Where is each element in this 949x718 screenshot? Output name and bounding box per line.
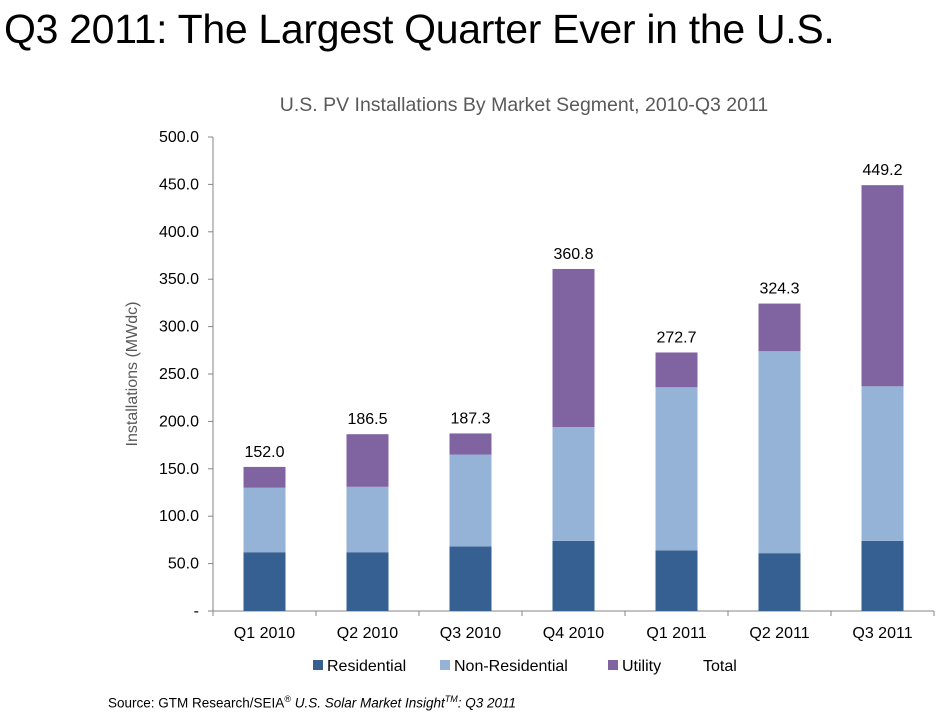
x-tick-label: Q4 2010 (543, 625, 604, 642)
legend-label: Total (703, 658, 737, 675)
x-tick-label: Q2 2010 (337, 625, 398, 642)
bar-non-residential (655, 387, 698, 551)
legend-label: Residential (327, 658, 406, 675)
bar-non-residential (758, 351, 801, 554)
total-data-label: 360.8 (553, 246, 593, 263)
source-note: Source: GTM Research/SEIA® U.S. Solar Ma… (108, 694, 516, 711)
legend-label: Non-Residential (454, 658, 568, 675)
bar-residential (758, 553, 801, 611)
x-tick-label: Q1 2010 (234, 625, 295, 642)
stacked-bar-chart: U.S. PV Installations By Market Segment,… (124, 94, 935, 675)
bar-non-residential (346, 486, 389, 553)
y-tick-label: 350.0 (159, 271, 199, 288)
bar-residential (243, 552, 286, 611)
bar-utility (243, 466, 286, 488)
y-tick-label: - (194, 603, 199, 620)
y-tick-label: 300.0 (159, 319, 199, 336)
bar-utility (861, 185, 904, 387)
x-tick-label: Q3 2010 (440, 625, 501, 642)
legend-swatch (440, 660, 450, 670)
bar-utility (552, 268, 595, 428)
y-tick-label: 50.0 (168, 556, 199, 573)
y-tick-label: 100.0 (159, 508, 199, 525)
bar-residential (655, 550, 698, 611)
y-axis-label: Installations (MWdc) (124, 302, 141, 447)
legend-swatch (608, 660, 618, 670)
total-data-label: 187.3 (450, 410, 490, 427)
bar-non-residential (552, 427, 595, 541)
y-tick-label: 500.0 (159, 129, 199, 146)
bar-utility (346, 434, 389, 487)
bar-residential (346, 552, 389, 611)
trademark-mark: TM (444, 694, 458, 704)
bar-residential (552, 540, 595, 611)
source-publication: U.S. Solar Market Insight (290, 695, 445, 711)
bar-utility (655, 352, 698, 388)
bar-non-residential (243, 487, 286, 553)
bar-non-residential (449, 454, 492, 547)
y-tick-label: 450.0 (159, 176, 199, 193)
x-tick-label: Q1 2011 (646, 625, 706, 642)
chart-title: U.S. PV Installations By Market Segment,… (280, 94, 768, 116)
bar-residential (861, 540, 904, 611)
bar-non-residential (861, 386, 904, 541)
total-data-label: 152.0 (244, 444, 284, 461)
bar-residential (449, 546, 492, 611)
total-data-label: 186.5 (347, 411, 387, 428)
total-data-label: 272.7 (656, 329, 696, 346)
y-tick-label: 400.0 (159, 224, 199, 241)
bar-utility (758, 303, 801, 352)
bar-utility (449, 433, 492, 455)
legend-swatch (313, 660, 323, 670)
total-data-label: 324.3 (759, 281, 799, 298)
slide-title: Q3 2011: The Largest Quarter Ever in the… (4, 6, 835, 52)
legend-label: Utility (622, 658, 661, 675)
x-tick-label: Q2 2011 (749, 625, 809, 642)
y-tick-label: 250.0 (159, 366, 199, 383)
source-suffix: : Q3 2011 (457, 695, 517, 711)
source-prefix: Source: GTM Research/SEIA (108, 695, 285, 711)
total-data-label: 449.2 (862, 162, 902, 179)
registered-mark: ® (284, 694, 291, 704)
y-tick-label: 150.0 (159, 461, 199, 478)
y-tick-label: 200.0 (159, 413, 199, 430)
x-tick-label: Q3 2011 (852, 625, 912, 642)
